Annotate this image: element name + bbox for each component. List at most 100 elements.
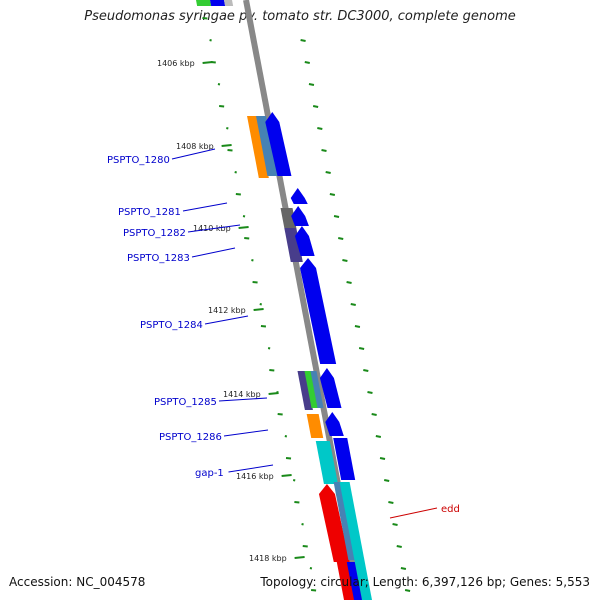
ruler-tick (311, 589, 317, 592)
ruler-tick (259, 303, 263, 306)
ruler-tick (252, 281, 258, 284)
ruler-tick (338, 237, 344, 240)
gene-block-orange (247, 116, 269, 178)
ruler-tick (235, 193, 241, 196)
ruler-tick (375, 435, 382, 438)
gene-block-blue (210, 0, 226, 6)
ruler-tick (277, 413, 283, 416)
gene-block-cyan-gap (315, 441, 338, 484)
ruler-tick (388, 501, 394, 504)
ruler-tick (396, 545, 402, 548)
ruler-tick (404, 589, 411, 592)
gene-block-cyan-edd (339, 482, 372, 600)
ruler-tick (392, 523, 398, 526)
gene-label: PSPTO_1283 (127, 253, 190, 264)
ruler-tick (371, 413, 377, 416)
gene-label: PSPTO_1281 (118, 207, 181, 218)
ruler-tick (302, 545, 308, 548)
ruler-tick (285, 457, 292, 460)
ruler-tick (309, 567, 313, 570)
gene-block-green-1285 (304, 371, 320, 408)
tick-mark (221, 144, 232, 147)
ruler-tick (354, 325, 361, 328)
cds-pspto-1284 (300, 258, 337, 364)
ruler-tick (400, 567, 407, 570)
gene-label: gap-1 (195, 468, 224, 479)
gene-block-steel (256, 116, 278, 176)
ruler-tick (363, 369, 369, 372)
gene-block-gray (224, 0, 234, 6)
ruler-tick (325, 171, 331, 174)
gene-label: PSPTO_1282 (123, 228, 186, 239)
ruler-tick (260, 325, 267, 328)
genome-summary: Topology: circular; Length: 6,397,126 bp… (260, 575, 590, 589)
cds-pspto-1283 (294, 226, 315, 256)
tick-mark (253, 308, 264, 311)
gene-block-orange-1286 (306, 414, 324, 438)
ruler-tick (209, 39, 212, 42)
tick-label: 1414 kbp (223, 390, 261, 399)
tick-mark (294, 556, 305, 559)
tick-label: 1416 kbp (236, 472, 274, 481)
ruler-tick (317, 127, 323, 130)
label-leader-line (223, 429, 269, 437)
label-leader-line (191, 247, 236, 258)
ruler-tick (251, 259, 254, 262)
gene-label: PSPTO_1286 (159, 432, 222, 443)
label-leader-line (182, 202, 228, 212)
ruler-tick (358, 347, 365, 350)
ruler-tick (226, 127, 229, 130)
cds-pspto-1282 (291, 206, 309, 226)
gene-label: PSPTO_1280 (107, 155, 170, 166)
ruler-tick (367, 391, 373, 394)
ruler-tick (304, 61, 310, 64)
ruler-tick (244, 237, 250, 240)
tick-mark (202, 61, 213, 64)
gene-block-slate-1285 (297, 371, 313, 410)
ruler-tick (234, 171, 237, 174)
label-leader-line (171, 148, 216, 160)
gene-labels: PSPTO_1280 PSPTO_1281 PSPTO_1282 PSPTO_1283… (107, 148, 460, 519)
ruler-tick (217, 83, 221, 86)
ruler-tick (346, 281, 352, 284)
accession-text: Accession: NC_004578 (9, 575, 146, 589)
ruler-tick (292, 479, 296, 482)
ruler-tick (384, 479, 390, 482)
tick-label: 1412 kbp (208, 306, 246, 315)
ruler-tick (312, 105, 319, 108)
tick-mark (281, 474, 292, 477)
gene-block-red-edd (318, 484, 350, 562)
gene-block-steel-1285 (310, 371, 324, 408)
label-leader-line (204, 315, 249, 325)
label-leader-line (187, 224, 241, 233)
ruler-tick (227, 149, 233, 152)
ruler-tick (342, 259, 348, 262)
ruler-tick (379, 457, 386, 460)
ruler-tick (284, 435, 288, 438)
feature-tracks (196, 0, 372, 600)
gene-block-green (196, 0, 212, 6)
gene-block-gray-1282 (280, 208, 297, 228)
cds-pspto-1285 (319, 368, 342, 408)
ruler-tick (333, 215, 340, 218)
label-leader-line (228, 464, 274, 473)
ruler-tick (329, 193, 336, 196)
ruler-tick (242, 215, 246, 218)
gene-block-blue-edd (346, 562, 362, 600)
label-leader-line (389, 507, 438, 519)
gene-label: PSPTO_1284 (140, 320, 203, 331)
tick-label: 1406 kbp (157, 59, 195, 68)
tick-label: 1408 kbp (176, 142, 214, 151)
ruler-tick (202, 17, 208, 20)
cds-pspto-1281 (290, 188, 308, 204)
ruler-tick (321, 149, 327, 152)
ruler-tick (219, 105, 225, 108)
ruler-tick (308, 83, 315, 86)
label-leader-line (218, 397, 268, 402)
ruler-ticks-left (202, 17, 317, 592)
cds-pspto-1280 (265, 112, 292, 176)
gene-block-slate (284, 228, 303, 262)
gene-label: PSPTO_1285 (154, 397, 217, 408)
